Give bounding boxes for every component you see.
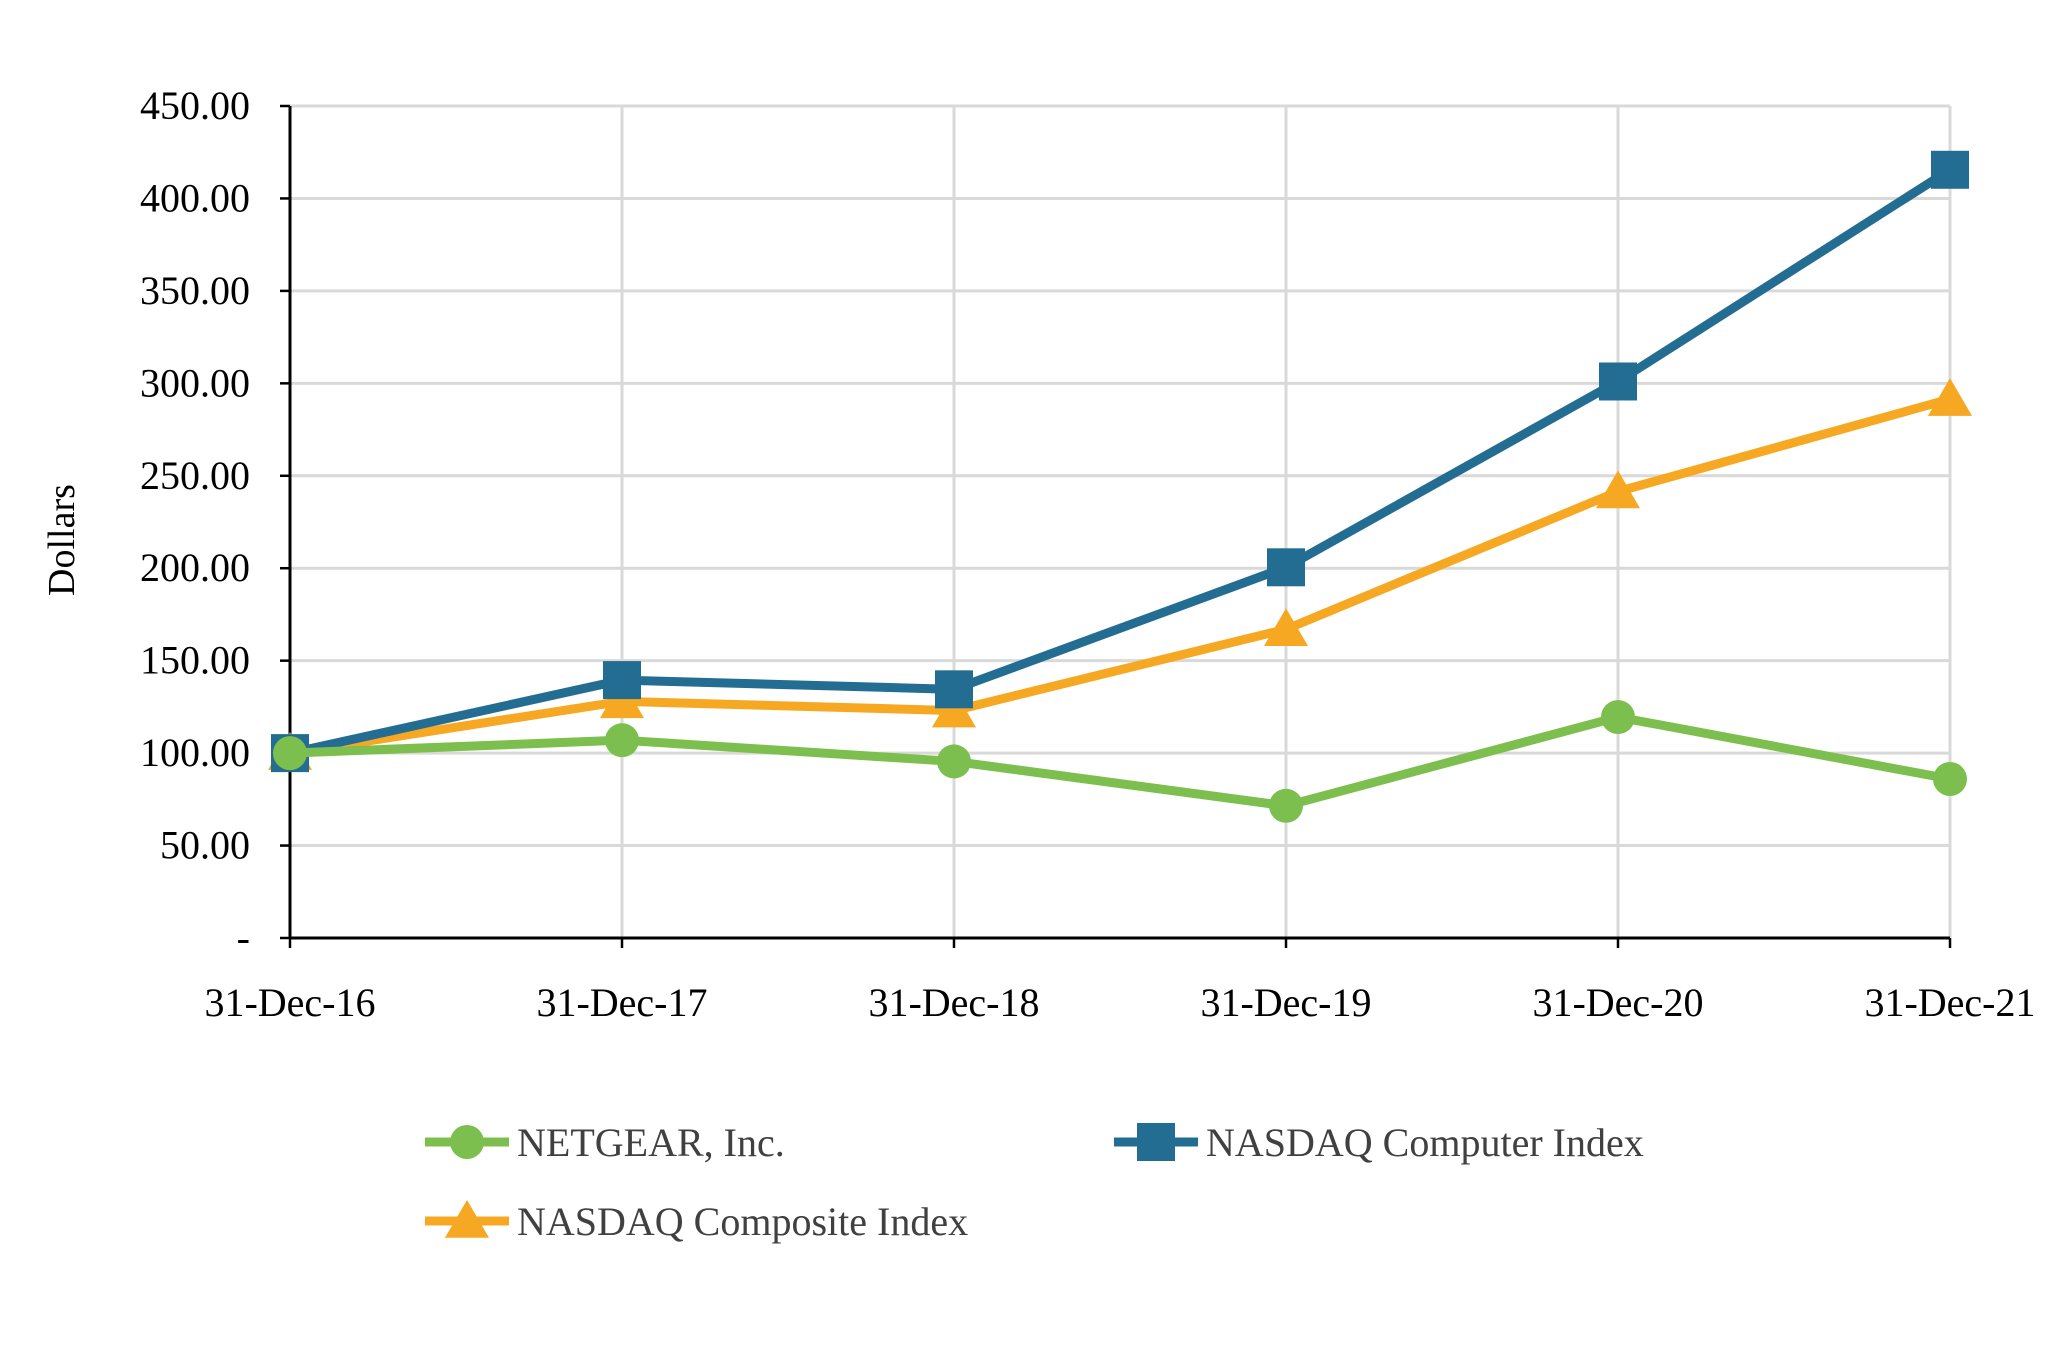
data-point-circle bbox=[273, 736, 307, 771]
y-axis-title: Dollars bbox=[41, 484, 83, 596]
y-tick-label: 250.00 bbox=[140, 453, 250, 498]
legend-item-nasdaq-composite-index: NASDAQ Composite Index bbox=[425, 1199, 968, 1244]
legend-marker-triangle bbox=[444, 1200, 490, 1238]
series-line bbox=[289, 394, 1952, 758]
series-nasdaq-composite-index bbox=[267, 378, 1973, 770]
tick-labels: - 50.00 100.00 150.00 200.00 250.00 300.00 350.… bbox=[140, 83, 2036, 1025]
y-tick-label: 300.00 bbox=[140, 360, 250, 405]
x-tick-label: 31-Dec-20 bbox=[1532, 980, 1703, 1025]
y-tick-label: 50.00 bbox=[160, 823, 250, 868]
axes bbox=[280, 104, 1952, 948]
data-point-circle bbox=[1933, 761, 1967, 796]
data-point-square bbox=[1931, 150, 1969, 189]
data-point-circle bbox=[937, 744, 971, 779]
series-netgear-inc bbox=[273, 700, 1967, 823]
data-point-circle bbox=[605, 723, 639, 758]
legend-item-nasdaq-computer-index: NASDAQ Computer Index bbox=[1114, 1120, 1644, 1165]
legend-label: NASDAQ Composite Index bbox=[517, 1199, 968, 1244]
data-point-triangle bbox=[1595, 470, 1641, 509]
data-point-circle bbox=[1269, 788, 1303, 823]
legend-label: NASDAQ Computer Index bbox=[1206, 1120, 1644, 1165]
data-point-square bbox=[935, 670, 973, 709]
y-tick-label: 350.00 bbox=[140, 268, 250, 313]
data-point-triangle bbox=[1927, 378, 1973, 416]
x-tick-label: 31-Dec-19 bbox=[1200, 980, 1371, 1025]
legend-marker-circle bbox=[450, 1125, 484, 1159]
data-point-circle bbox=[1601, 700, 1635, 735]
legend-marker-square bbox=[1137, 1123, 1175, 1161]
legend-item-netgear-inc: NETGEAR, Inc. bbox=[425, 1120, 785, 1165]
legend-label: NETGEAR, Inc. bbox=[517, 1120, 785, 1165]
data-point-triangle bbox=[931, 689, 977, 728]
y-tick-label: 200.00 bbox=[140, 545, 250, 590]
x-tick-label: 31-Dec-21 bbox=[1864, 980, 2035, 1025]
data-point-square bbox=[1599, 362, 1637, 401]
x-tick-label: 31-Dec-16 bbox=[204, 980, 375, 1025]
series-line bbox=[289, 165, 1953, 758]
series-lines bbox=[267, 150, 1973, 823]
series-line bbox=[289, 712, 1951, 811]
legend: NETGEAR, Inc. NASDAQ Computer Index NASDAQ… bbox=[425, 1120, 1644, 1244]
data-point-triangle bbox=[599, 680, 645, 719]
y-tick-label: 400.00 bbox=[140, 175, 250, 220]
data-point-triangle bbox=[1263, 608, 1309, 647]
x-tick-label: 31-Dec-17 bbox=[536, 980, 707, 1025]
y-tick-label: 100.00 bbox=[140, 730, 250, 775]
data-point-square bbox=[603, 661, 641, 700]
gridlines bbox=[290, 104, 1952, 938]
y-tick-label: - bbox=[237, 915, 250, 960]
series-nasdaq-computer-index bbox=[271, 150, 1969, 773]
x-tick-label: 31-Dec-18 bbox=[868, 980, 1039, 1025]
y-tick-label: 150.00 bbox=[140, 638, 250, 683]
y-tick-label: 450.00 bbox=[140, 83, 250, 128]
data-point-square bbox=[1267, 548, 1305, 587]
